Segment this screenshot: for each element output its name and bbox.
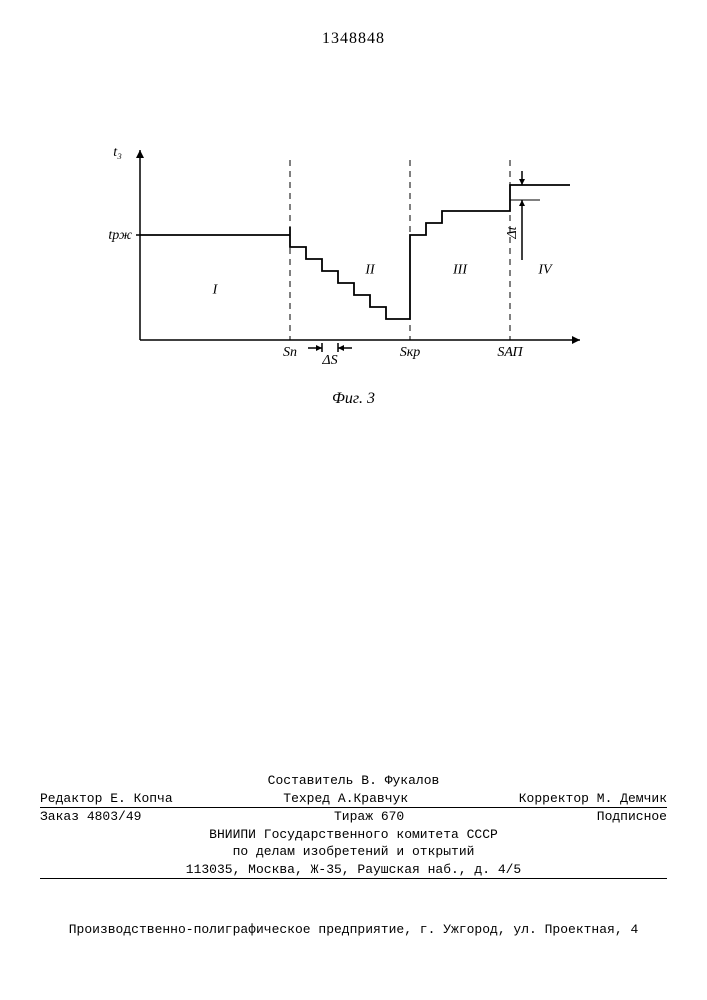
svg-text:ΔS: ΔS bbox=[321, 353, 337, 368]
footer-line: Производственно-полиграфическое предприя… bbox=[40, 922, 667, 937]
compiler-line: Составитель В. Фукалов bbox=[40, 772, 667, 790]
figure-3: t₃tржSпSкрSАПIIIIIIIVΔSΔt bbox=[100, 140, 600, 380]
svg-text:Sкр: Sкр bbox=[400, 345, 421, 360]
figure-caption: Фиг. 3 bbox=[0, 390, 707, 408]
org-address: 113035, Москва, Ж-35, Раушская наб., д. … bbox=[40, 861, 667, 879]
org-line-2: по делам изобретений и открытий bbox=[40, 843, 667, 861]
svg-text:t₃: t₃ bbox=[113, 145, 122, 160]
svg-text:III: III bbox=[452, 263, 468, 278]
editors-line: Редактор Е. Копча Техред А.Кравчук Корре… bbox=[40, 790, 667, 808]
document-number: 1348848 bbox=[0, 30, 707, 48]
svg-text:tрж: tрж bbox=[108, 228, 132, 243]
svg-text:Δt: Δt bbox=[505, 225, 520, 239]
org-line-1: ВНИИПИ Государственного комитета СССР bbox=[40, 826, 667, 844]
order-line: Заказ 4803/49 Тираж 670 Подписное bbox=[40, 808, 667, 826]
svg-text:SАП: SАП bbox=[497, 345, 523, 360]
svg-text:IV: IV bbox=[537, 263, 553, 278]
svg-text:I: I bbox=[212, 283, 219, 298]
figure-3-svg: t₃tржSпSкрSАПIIIIIIIVΔSΔt bbox=[100, 140, 600, 370]
divider-2 bbox=[40, 878, 667, 879]
svg-text:II: II bbox=[364, 263, 376, 278]
credits-block: Составитель В. Фукалов Редактор Е. Копча… bbox=[40, 772, 667, 879]
svg-text:Sп: Sп bbox=[283, 345, 297, 360]
